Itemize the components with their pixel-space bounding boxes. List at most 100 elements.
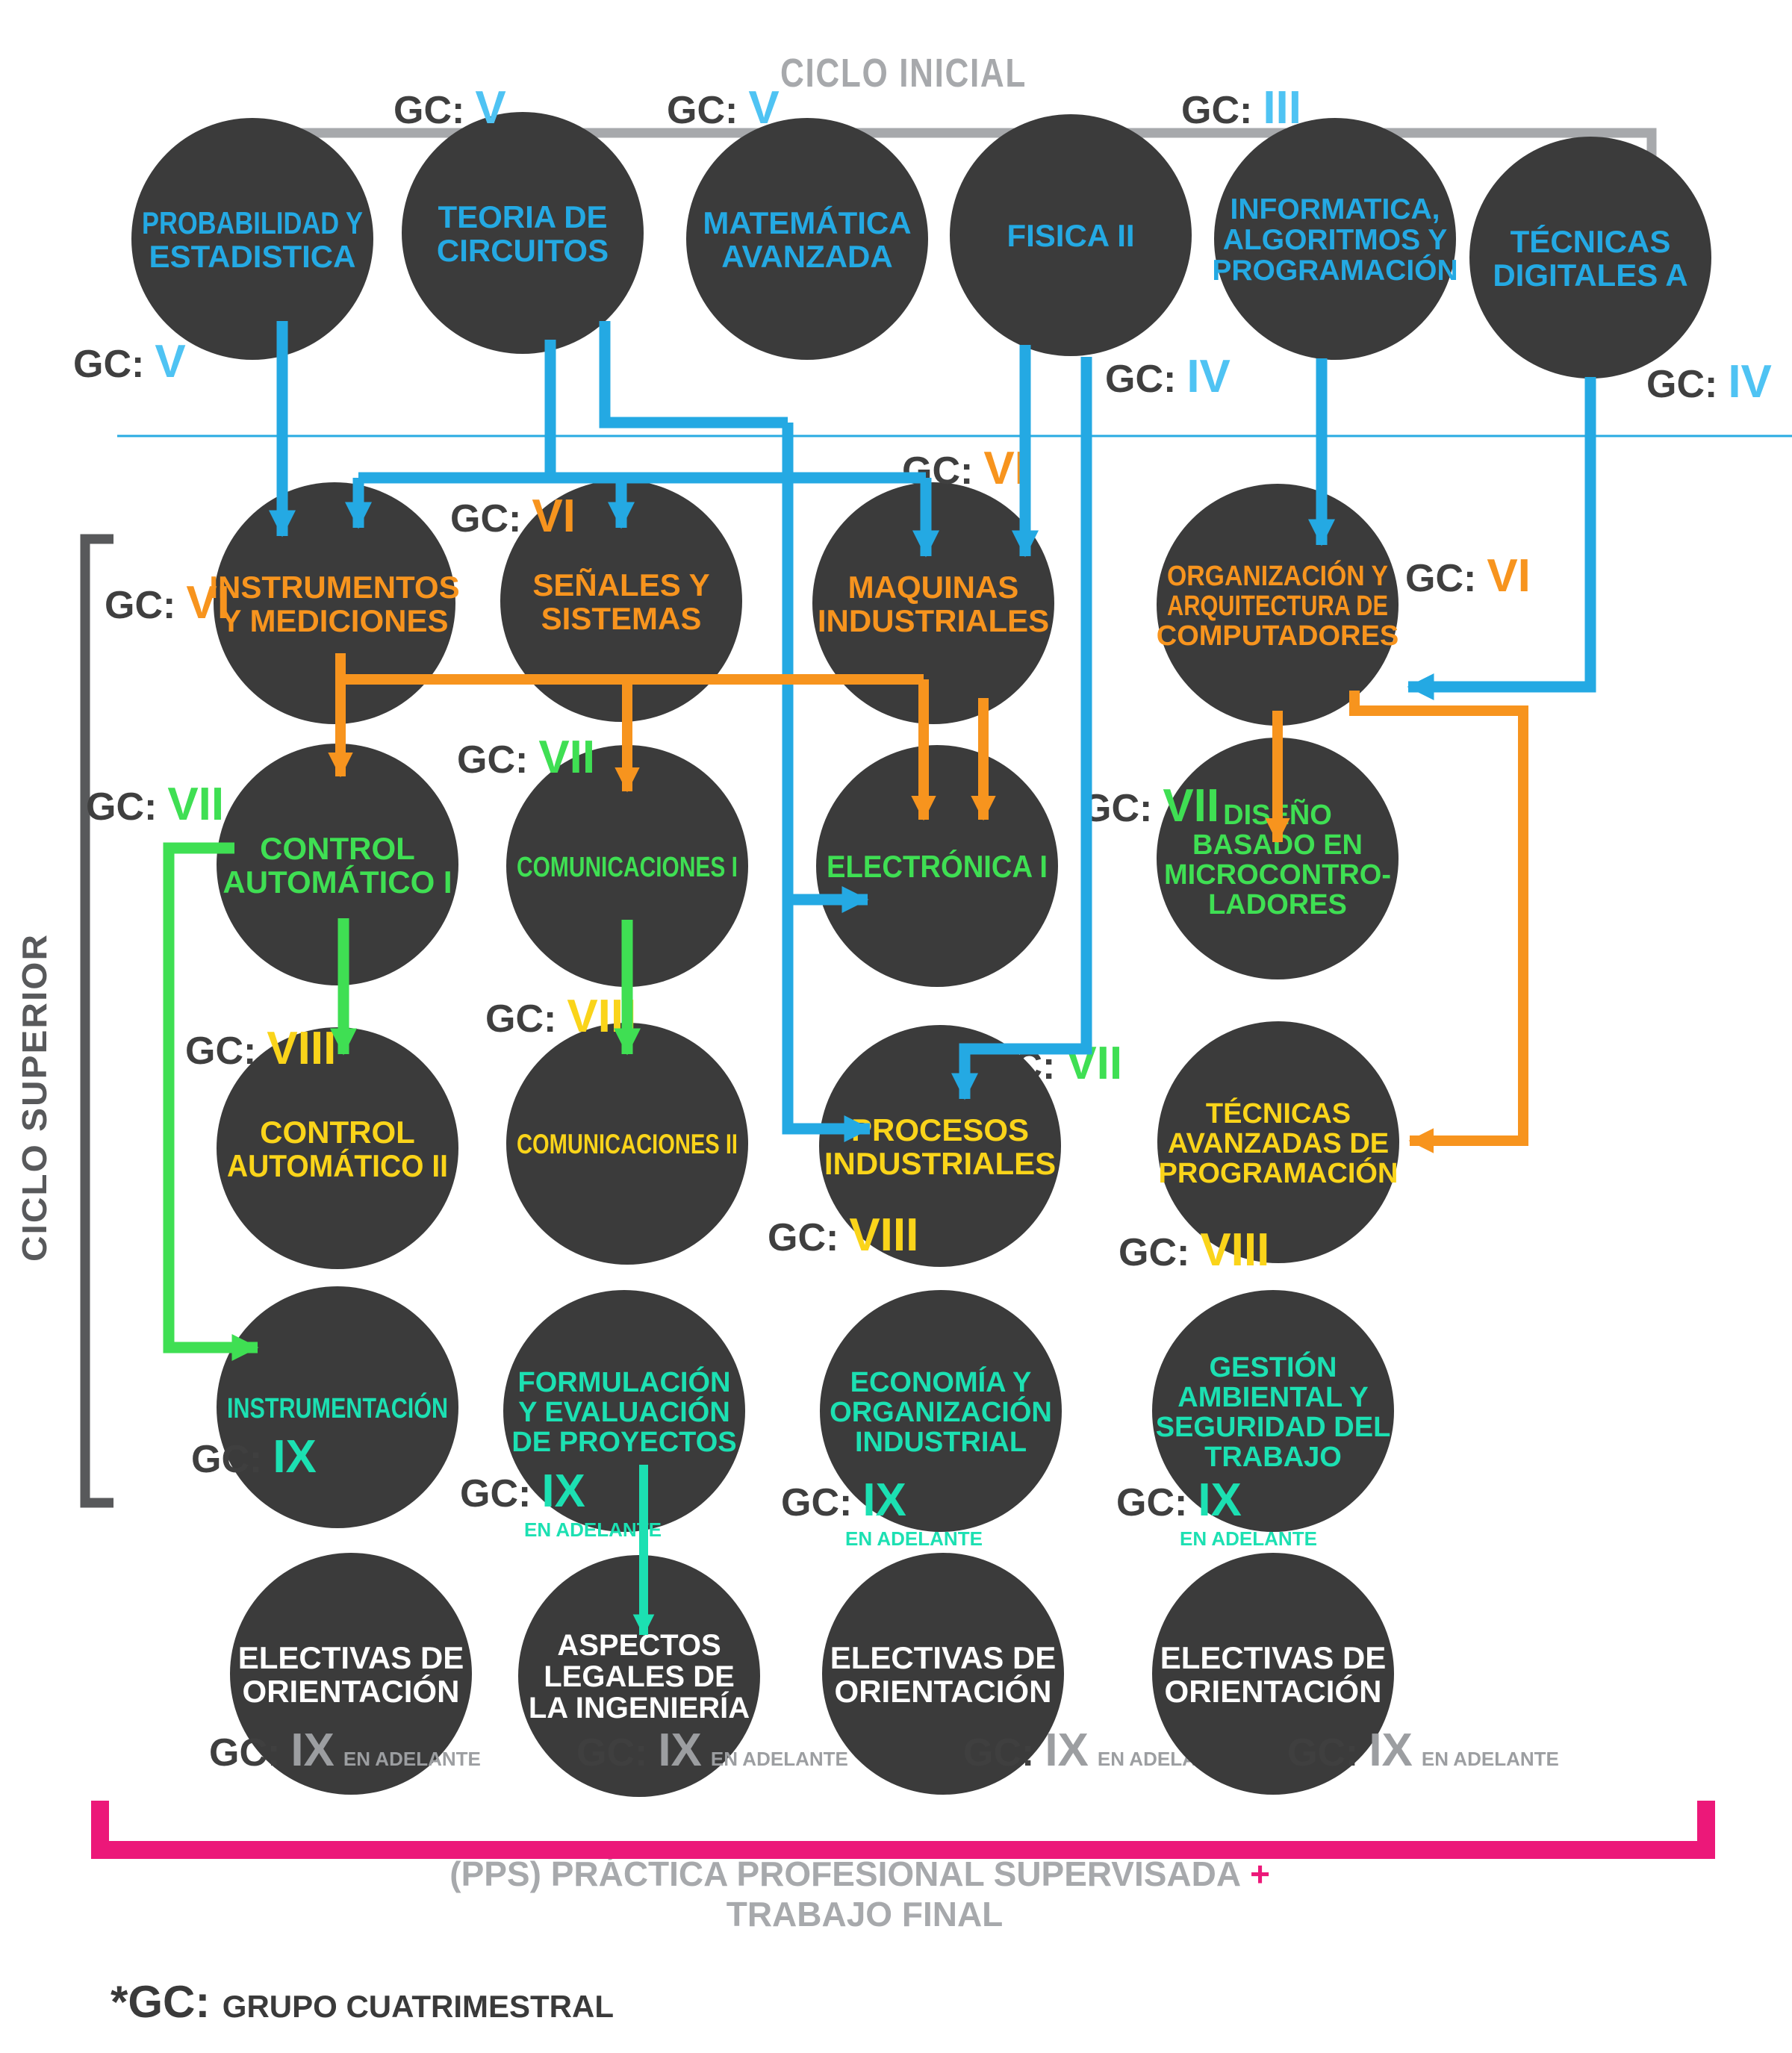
gc-label-gestion-ambiental-y-seguridad-del-trabajo: GC: IX bbox=[1116, 1474, 1242, 1526]
ciclo-superior-bracket bbox=[80, 534, 113, 1508]
node-circle bbox=[230, 1553, 472, 1795]
node-electivas-de-orientacion-2: ELECTIVAS DE ORIENTACIÓN GC: IX EN ADELANTE bbox=[822, 1553, 1235, 1795]
node-circle bbox=[822, 1553, 1064, 1795]
gc-label-fisica-2: GC: IV bbox=[1105, 351, 1231, 402]
gc-label-control-automatico-2: GC: VIII bbox=[185, 1023, 336, 1074]
node-circle bbox=[686, 118, 928, 360]
gc-label-organizacion-y-arquitectura-de-computadores: GC: VI bbox=[1405, 550, 1531, 602]
node-circle bbox=[506, 745, 748, 987]
gc-label-tecnicas-digitales-a: GC: IV bbox=[1646, 356, 1772, 408]
gc-label-diseno-basado-en-microcontroladores: GC: VII bbox=[1081, 780, 1219, 832]
node-label: COMUNICACIONES II bbox=[517, 1129, 738, 1159]
node-circle bbox=[1214, 118, 1456, 360]
node-label: ASPECTOS LEGALES DE LA INGENIERÍA bbox=[529, 1629, 750, 1725]
node-circle bbox=[1157, 484, 1399, 726]
node-circle bbox=[506, 1023, 748, 1265]
gc-label-instrumentos-y-mediciones: GC: VI bbox=[105, 577, 230, 629]
gc-label-electivas-de-orientacion-3: GC: IX EN ADELANTE bbox=[1287, 1725, 1559, 1776]
node-label: TÉCNICAS DIGITALES A bbox=[1493, 224, 1687, 293]
node-circle bbox=[820, 1290, 1062, 1532]
node-tecnicas-avanzadas-de-programacion: TÉCNICAS AVANZADAS DE PROGRAMACIÓN GC: VIII bbox=[1119, 1021, 1399, 1276]
edge-organizacion-to-tecnicas-avanzadas bbox=[1349, 691, 1528, 1153]
pps-plus: + bbox=[1250, 1854, 1270, 1893]
node-instrumentacion: INSTRUMENTACIÓN GC: IX bbox=[191, 1286, 458, 1528]
node-circle bbox=[1152, 1553, 1394, 1795]
edge-tecnicas-digitales-to-organizacion bbox=[1407, 377, 1596, 701]
gc-suffix-formulacion-y-evaluacion-de-proyectos: EN ADELANTE bbox=[524, 1518, 662, 1541]
gc-footnote: *GC: GRUPO CUATRIMESTRAL bbox=[111, 1977, 614, 2027]
node-circle bbox=[1157, 738, 1399, 979]
edge-teoria-trunk-to-procesos bbox=[782, 423, 871, 1142]
node-label: ELECTIVAS DE ORIENTACIÓN bbox=[830, 1640, 1057, 1709]
node-circle bbox=[217, 1027, 458, 1269]
node-label: CONTROL AUTOMÁTICO I bbox=[223, 831, 452, 900]
gc-label-electivas-de-orientacion-2: GC: IX EN ADELANTE bbox=[963, 1725, 1235, 1776]
gc-label-comunicaciones-1: GC: VII bbox=[457, 732, 595, 783]
pps-caption: (PPS) PRÁCTICA PROFESIONAL SUPERVISADA + … bbox=[449, 1854, 1280, 1934]
node-label: INSTRUMENTACIÓN bbox=[227, 1392, 448, 1424]
node-label: PROBABILIDAD Y ESTADISTICA bbox=[142, 205, 363, 274]
node-label: INSTRUMENTOS Y MEDICIONES bbox=[209, 570, 459, 638]
node-control-automatico-2: CONTROL AUTOMÁTICO II GC: VIII bbox=[185, 1023, 458, 1269]
gc-label-teoria-de-circuitos: GC: V bbox=[393, 82, 506, 134]
node-comunicaciones-1: COMUNICACIONES I GC: VII bbox=[457, 732, 748, 987]
node-circle bbox=[1157, 1021, 1399, 1263]
node-label: TÉCNICAS AVANZADAS DE PROGRAMACIÓN bbox=[1159, 1097, 1399, 1189]
node-label: ECONOMÍA Y ORGANIZACIÓN INDUSTRIAL bbox=[830, 1365, 1052, 1458]
node-gestion-ambiental-y-seguridad-del-trabajo: GESTIÓN AMBIENTAL Y SEGURIDAD DEL TRABAJOGC… bbox=[1116, 1290, 1394, 1550]
node-economia-y-organizacion-industrial: ECONOMÍA Y ORGANIZACIÓN INDUSTRIAL GC: IXEN … bbox=[781, 1290, 1062, 1550]
node-label: PROCESOS INDUSTRIALES bbox=[824, 1112, 1056, 1181]
node-teoria-de-circuitos: TEORIA DE CIRCUITOS GC: V bbox=[393, 82, 644, 354]
node-label: ORGANIZACIÓN Y ARQUITECTURA DE COMPUTADORE… bbox=[1157, 559, 1399, 652]
gc-footnote-text: GRUPO CUATRIMESTRAL bbox=[223, 1989, 614, 2024]
node-matematica-avanzada: MATEMÁTICA AVANZADA GC: V bbox=[667, 82, 928, 360]
gc-label-probabilidad-y-estadistica: GC: V bbox=[73, 336, 186, 387]
edge-control1-to-instrumentacion bbox=[163, 842, 259, 1361]
node-electivas-de-orientacion-3: ELECTIVAS DE ORIENTACIÓN GC: IX EN ADELANTE bbox=[1152, 1553, 1559, 1795]
gc-label-informatica-algoritmos-programacion: GC: III bbox=[1181, 82, 1301, 134]
node-circle bbox=[819, 1025, 1061, 1267]
node-label: TEORIA DE CIRCUITOS bbox=[437, 199, 609, 268]
pps-line1: (PPS) PRÁCTICA PROFESIONAL SUPERVISADA bbox=[449, 1854, 1241, 1893]
node-label: INFORMATICA, ALGORITMOS Y PROGRAMACIÓN bbox=[1212, 193, 1457, 287]
pps-line2: TRABAJO FINAL bbox=[727, 1895, 1004, 1934]
gc-label-electivas-de-orientacion-1: GC: IX EN ADELANTE bbox=[209, 1725, 481, 1776]
node-circle bbox=[950, 114, 1192, 356]
node-circle bbox=[500, 480, 742, 722]
node-formulacion-y-evaluacion-de-proyectos: FORMULACIÓN Y EVALUACIÓN DE PROYECTOS GC: IX… bbox=[460, 1290, 745, 1541]
node-label: GESTIÓN AMBIENTAL Y SEGURIDAD DEL TRABAJO bbox=[1156, 1351, 1391, 1473]
node-circle bbox=[217, 744, 458, 985]
node-organizacion-y-arquitectura-de-computadores: ORGANIZACIÓN Y ARQUITECTURA DE COMPUTADORE… bbox=[1157, 484, 1531, 726]
node-label: FISICA II bbox=[1007, 218, 1134, 253]
gc-suffix-economia-y-organizacion-industrial: EN ADELANTE bbox=[845, 1527, 983, 1550]
gc-suffix-gestion-ambiental-y-seguridad-del-trabajo: EN ADELANTE bbox=[1180, 1527, 1317, 1550]
node-circle bbox=[217, 1286, 458, 1528]
edge-teoria-branch-right bbox=[599, 321, 788, 429]
node-label: MATEMÁTICA AVANZADA bbox=[703, 205, 911, 274]
ciclo-superior-title: CICLO SUPERIOR bbox=[15, 933, 54, 1262]
node-circle bbox=[214, 482, 455, 724]
gc-label-senales-y-sistemas: GC: VI bbox=[450, 490, 576, 542]
gc-label-economia-y-organizacion-industrial: GC: IX bbox=[781, 1474, 906, 1526]
node-label: COMUNICACIONES I bbox=[517, 852, 738, 883]
node-label: ELECTIVAS DE ORIENTACIÓN bbox=[238, 1640, 464, 1709]
node-circle bbox=[1152, 1290, 1394, 1532]
gc-footnote-prefix: *GC: bbox=[111, 1977, 210, 2027]
node-tecnicas-digitales-a: TÉCNICAS DIGITALES A GC: IV bbox=[1469, 137, 1772, 408]
node-control-automatico-1: CONTROL AUTOMÁTICO IGC: VII bbox=[86, 744, 458, 985]
node-circle bbox=[131, 118, 373, 360]
gc-label-tecnicas-avanzadas-de-programacion: GC: VIII bbox=[1119, 1224, 1269, 1276]
node-circle bbox=[812, 482, 1054, 724]
gc-label-procesos-industriales: GC: VIII bbox=[768, 1209, 918, 1261]
node-label: ELECTRÓNICA I bbox=[827, 848, 1048, 884]
node-circle bbox=[402, 112, 644, 354]
node-circle bbox=[1469, 137, 1711, 378]
gc-label-control-automatico-1: GC: VII bbox=[86, 779, 224, 830]
node-label: CONTROL AUTOMÁTICO II bbox=[227, 1115, 448, 1183]
edge-fisica-to-procesos bbox=[951, 357, 1092, 1100]
gc-label-formulacion-y-evaluacion-de-proyectos: GC: IX bbox=[460, 1465, 585, 1517]
